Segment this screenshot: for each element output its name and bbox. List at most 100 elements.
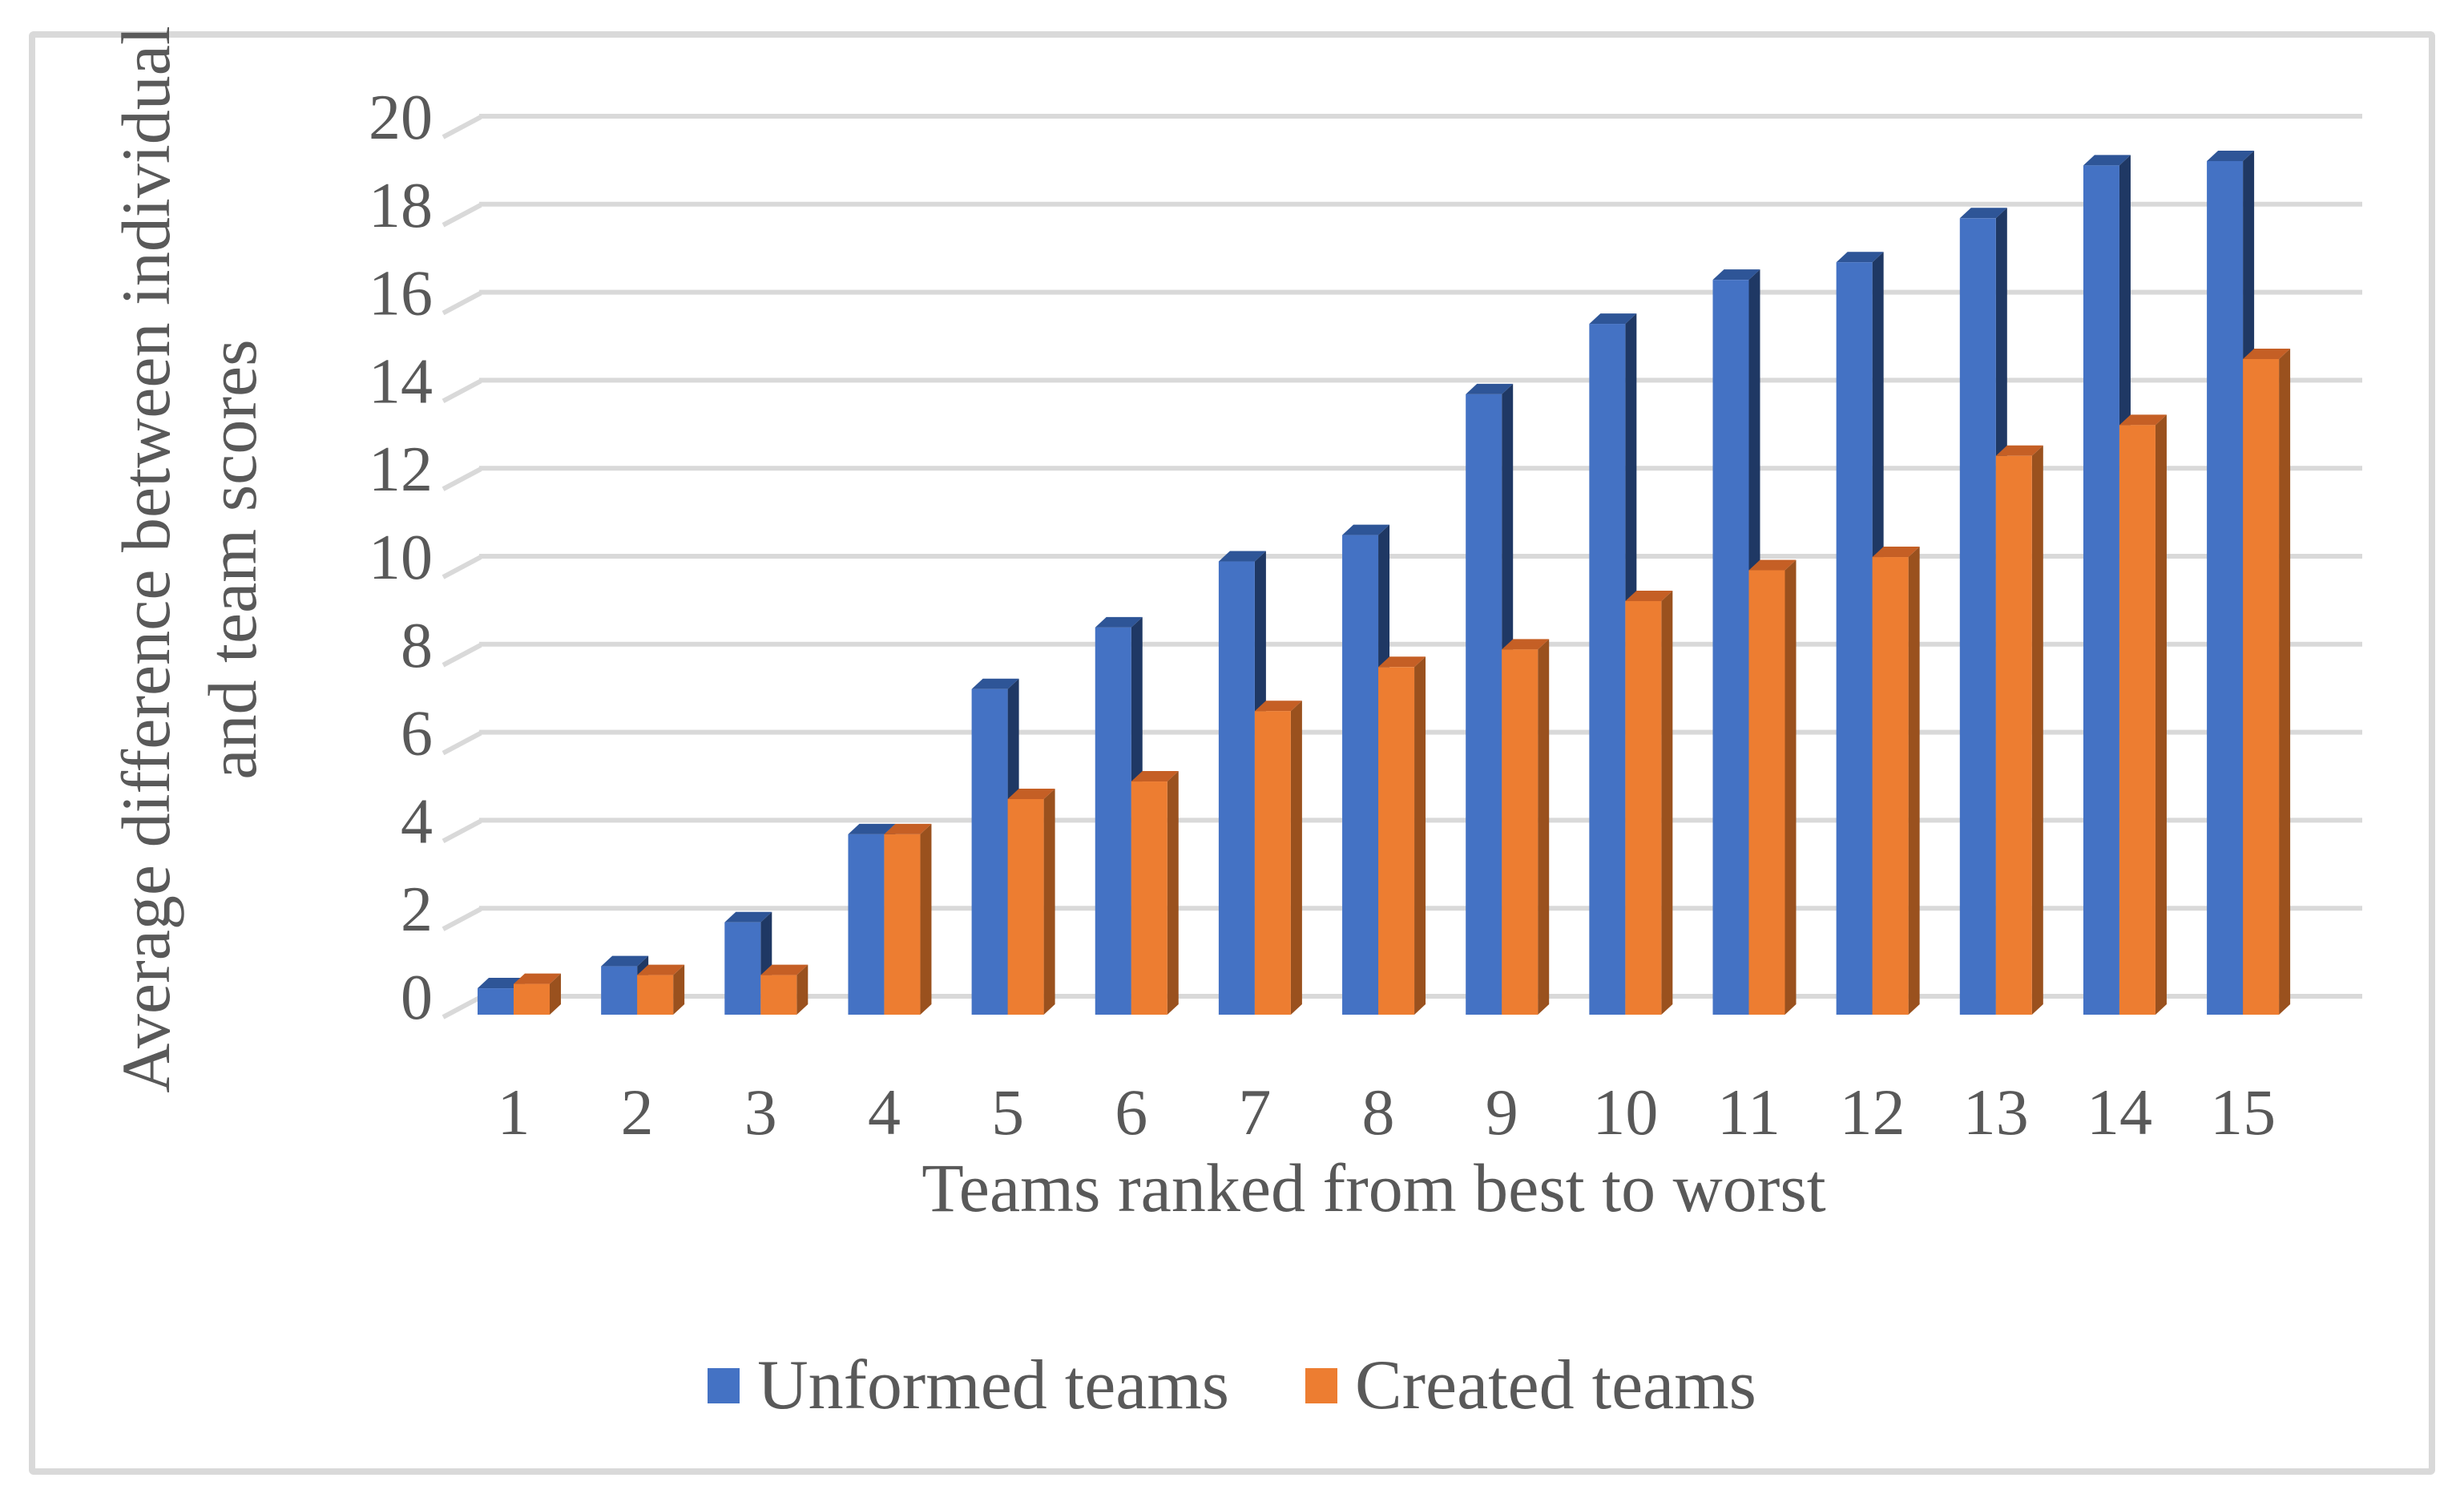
gridline-bend-4 (442, 818, 482, 844)
bar-unformed-teams-2 (601, 966, 638, 1015)
bar-created-teams-8 (1378, 667, 1415, 1015)
x-category-label-7: 7 (1238, 1076, 1271, 1149)
bar-created-teams-3-top (760, 964, 809, 975)
legend-swatch-created-teams-icon (1305, 1367, 1338, 1403)
y-axis-title-line-1: Average difference between individual (107, 26, 184, 1093)
bar-unformed-teams-4-top (848, 823, 896, 834)
x-category-label-4: 4 (868, 1076, 901, 1149)
bar-created-teams-2-side (673, 964, 685, 1015)
x-category-label-5: 5 (991, 1076, 1024, 1149)
bar-unformed-teams-12-top (1836, 252, 1884, 263)
bar-unformed-teams-13 (1959, 218, 1996, 1015)
bar-created-teams-5-side (1043, 788, 1055, 1015)
y-tick-label-2: 2 (401, 874, 433, 945)
bar-unformed-teams-15-top (2207, 150, 2255, 161)
bar-created-teams-9-top (1502, 639, 1550, 650)
bar-created-teams-7-top (1254, 701, 1302, 712)
bar-unformed-teams-6-top (1095, 616, 1143, 628)
bar-created-teams-4-side (920, 823, 932, 1015)
bar-created-teams-8-side (1414, 656, 1426, 1015)
legend-swatch-unformed-teams-icon (708, 1367, 740, 1403)
bar-unformed-teams-1 (478, 988, 514, 1015)
x-category-label-14: 14 (2087, 1076, 2152, 1149)
bar-unformed-teams-4 (848, 834, 885, 1015)
y-axis-title-line-2: and team scores (194, 339, 271, 780)
bar-created-teams-13 (1995, 455, 2032, 1015)
bar-unformed-teams-11 (1712, 280, 1749, 1015)
bar-created-teams-15-side (2279, 348, 2291, 1015)
bar-created-teams-2 (637, 975, 674, 1015)
gridline-bend-10 (442, 555, 482, 579)
bar-created-teams-4 (884, 834, 921, 1015)
bar-created-teams-1 (514, 983, 550, 1015)
gridline-bend-20 (442, 115, 482, 139)
y-tick-label-0: 0 (401, 963, 433, 1033)
y-tick-label-4: 4 (401, 786, 433, 857)
bar-created-teams-12 (1872, 557, 1909, 1015)
bar-created-teams-5 (1007, 798, 1044, 1015)
bar-unformed-teams-3 (724, 922, 761, 1015)
bar-unformed-teams-12 (1836, 262, 1873, 1015)
x-category-label-12: 12 (1840, 1076, 1905, 1149)
bar-created-teams-5-top (1007, 788, 1055, 799)
bar-created-teams-11-side (1784, 559, 1797, 1015)
bar-created-teams-14 (2119, 425, 2155, 1015)
x-category-label-6: 6 (1115, 1076, 1147, 1149)
bar-created-teams-15-top (2243, 348, 2291, 359)
bar-unformed-teams-14 (2083, 165, 2119, 1015)
gridline-bend-6 (442, 730, 482, 756)
bar-unformed-teams-9 (1466, 394, 1502, 1015)
gridline-bend-18 (442, 203, 482, 228)
bar-created-teams-2-top (637, 964, 685, 975)
y-axis-title: Average difference between individual an… (103, 0, 279, 1120)
gridline-bend-14 (442, 378, 482, 404)
bar-unformed-teams-6 (1095, 627, 1131, 1015)
bar-created-teams-15 (2243, 358, 2280, 1015)
x-category-label-8: 8 (1362, 1076, 1395, 1149)
x-category-label-15: 15 (2210, 1076, 2276, 1149)
bar-created-teams-11-top (1748, 559, 1797, 571)
x-category-label-1: 1 (498, 1076, 530, 1149)
x-axis-title: Teams ranked from best to worst (921, 1149, 1826, 1226)
bar-unformed-teams-5-top (971, 678, 1019, 689)
bar-created-teams-7 (1254, 711, 1291, 1015)
legend: Unformed teams Created teams (0, 1345, 2464, 1426)
legend-label-unformed-teams: Unformed teams (757, 1347, 1230, 1424)
y-tick-label-8: 8 (401, 611, 433, 681)
bar-created-teams-9-side (1538, 639, 1550, 1015)
gridline-bend-16 (442, 290, 482, 316)
bar-created-teams-6-top (1131, 771, 1179, 782)
y-tick-label-14: 14 (369, 346, 433, 417)
bar-created-teams-11 (1748, 570, 1785, 1015)
bar-unformed-teams-11-top (1712, 269, 1760, 281)
bar-created-teams-10-top (1625, 590, 1673, 601)
bar-created-teams-4-top (884, 823, 932, 834)
gridline-bend-12 (442, 466, 482, 491)
legend-label-created-teams: Created teams (1355, 1347, 1756, 1424)
bar-unformed-teams-14-top (2083, 155, 2131, 166)
x-category-label-3: 3 (744, 1076, 777, 1149)
bar-created-teams-10 (1625, 600, 1662, 1015)
bar-unformed-teams-2-top (601, 955, 649, 967)
x-category-label-2: 2 (621, 1076, 654, 1149)
bar-created-teams-3 (760, 975, 797, 1015)
bar-created-teams-3-side (796, 964, 809, 1015)
bar-unformed-teams-10-top (1589, 313, 1637, 325)
bar-unformed-teams-13-top (1959, 208, 2007, 219)
bar-created-teams-1-top (514, 973, 561, 984)
bar-created-teams-8-top (1378, 656, 1426, 668)
x-category-label-13: 13 (1963, 1076, 2029, 1149)
bar-unformed-teams-7 (1218, 561, 1255, 1015)
bar-created-teams-6 (1131, 781, 1167, 1015)
y-tick-label-18: 18 (369, 171, 433, 241)
bar-unformed-teams-8 (1342, 535, 1379, 1015)
bar-created-teams-14-side (2155, 414, 2167, 1015)
bar-created-teams-13-top (1995, 445, 2043, 456)
x-category-label-11: 11 (1717, 1076, 1780, 1149)
bar-unformed-teams-10 (1589, 324, 1626, 1015)
bar-unformed-teams-5 (971, 688, 1008, 1015)
bar-created-teams-6-side (1167, 771, 1179, 1015)
bar-created-teams-7-side (1290, 701, 1302, 1015)
bar-unformed-teams-7-top (1218, 551, 1266, 562)
